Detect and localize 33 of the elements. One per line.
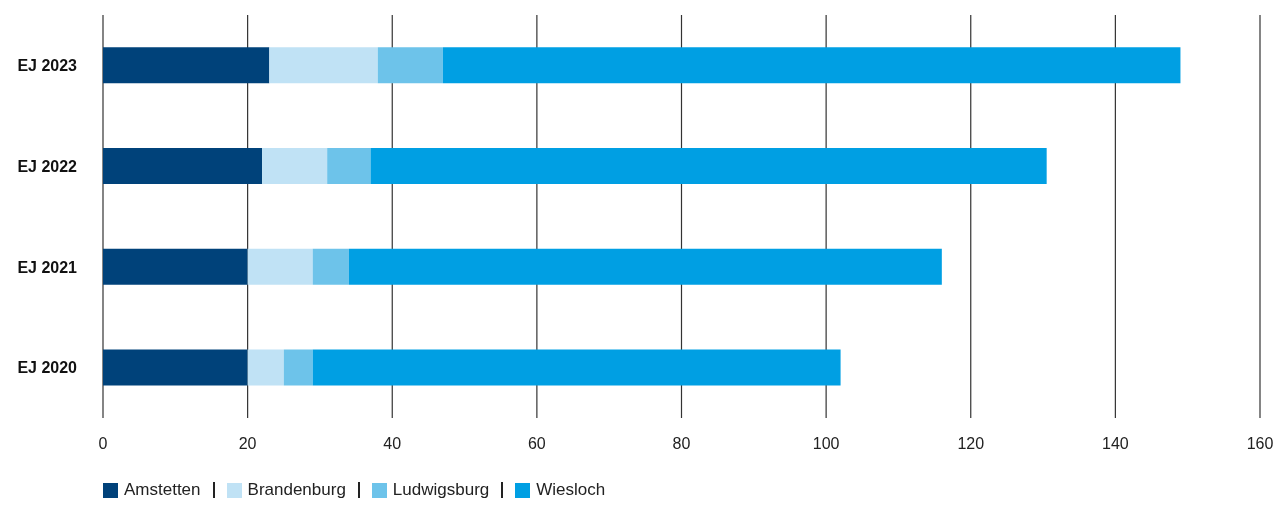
bar [348,248,942,285]
bar [327,147,371,184]
bar [269,47,378,84]
bar [103,248,248,285]
x-tick-label: 120 [957,435,985,453]
bar [370,147,1047,184]
x-tick-label: 40 [383,435,402,453]
bar [377,47,443,84]
x-tick-label: 100 [812,435,840,453]
bar [247,248,313,285]
legend-label: Wiesloch [536,480,606,500]
x-tick-label: 20 [238,435,257,453]
bar [103,349,248,386]
bar [312,248,349,285]
y-tick-label: EJ 2020 [17,359,78,377]
legend-label: Ludwigsburg [392,480,490,500]
bar [312,349,841,386]
x-tick-label: 60 [527,435,546,453]
bar [283,349,313,386]
bar [247,349,284,386]
y-tick-label: EJ 2022 [17,157,78,175]
x-tick-label: 140 [1102,435,1129,453]
bar [103,47,270,84]
legend-label: Brandenburg [247,480,346,500]
bar [103,147,263,184]
y-tick-label: EJ 2023 [17,57,78,75]
y-tick-label: EJ 2021 [17,258,78,276]
bar [262,147,328,184]
x-tick-label: 160 [1246,435,1274,453]
x-tick-label: 0 [98,435,108,453]
x-tick-label: 80 [672,435,691,453]
bar [442,47,1181,84]
legend-label: Amstetten [124,480,201,500]
